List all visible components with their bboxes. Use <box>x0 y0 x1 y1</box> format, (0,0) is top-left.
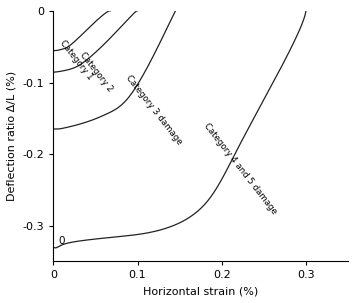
Y-axis label: Deflection ratio Δ/L (%): Deflection ratio Δ/L (%) <box>7 71 17 201</box>
Text: Category 2: Category 2 <box>78 50 115 93</box>
X-axis label: Horizontal strain (%): Horizontal strain (%) <box>143 286 258 296</box>
Text: Category 3 damage: Category 3 damage <box>124 74 184 147</box>
Text: Category 4 and 5 damage: Category 4 and 5 damage <box>202 122 279 216</box>
Text: 0: 0 <box>58 236 65 246</box>
Text: Category 1: Category 1 <box>58 38 94 81</box>
